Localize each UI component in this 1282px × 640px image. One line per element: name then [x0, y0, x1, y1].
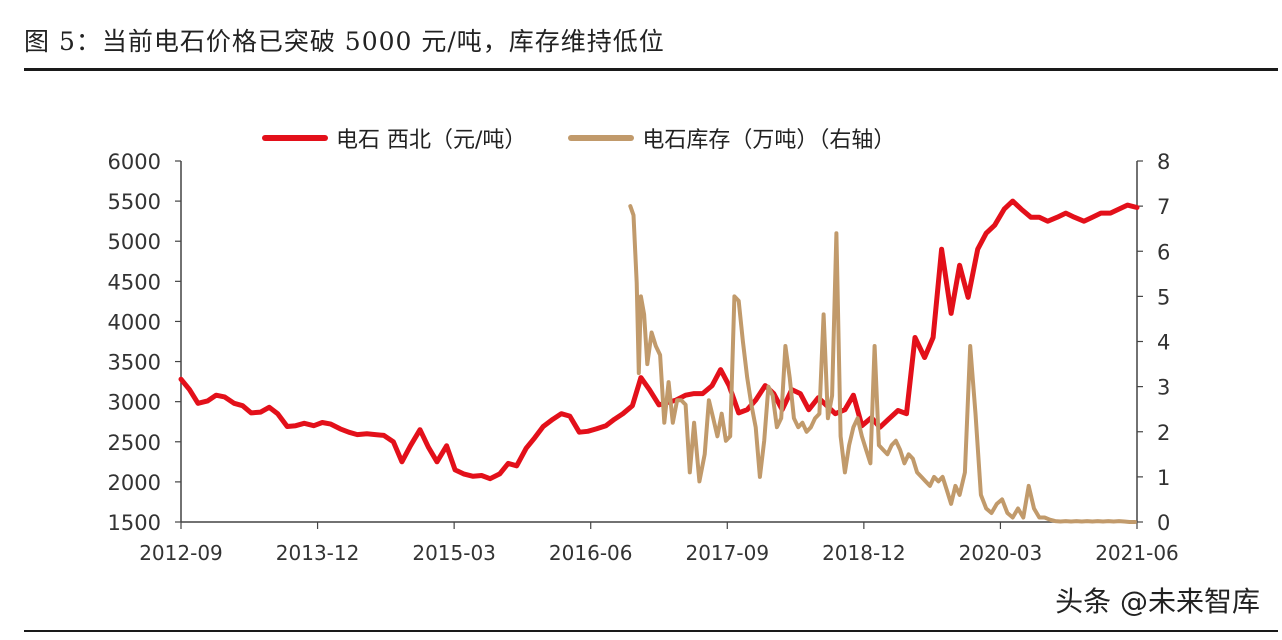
right-tick-label: 0: [1157, 511, 1170, 535]
x-tick-label: 2018-12: [822, 541, 906, 565]
x-tick-label: 2012-09: [139, 541, 223, 565]
legend-item-inventory: 电石库存（万吨）（右轴）: [568, 122, 895, 154]
legend-swatch-inventory: [568, 135, 635, 141]
left-tick-label: 3500: [108, 351, 161, 375]
x-tick-label: 2017-09: [685, 541, 769, 565]
left-tick-label: 1500: [108, 511, 161, 535]
legend-item-price: 电石 西北（元/吨）: [262, 122, 526, 154]
left-tick-label: 3000: [108, 391, 161, 415]
right-tick-label: 6: [1157, 240, 1170, 264]
legend-label-inventory: 电石库存（万吨）（右轴）: [642, 128, 896, 153]
x-tick-label: 2016-06: [549, 541, 633, 565]
left-tick-label: 5500: [108, 190, 161, 214]
x-tick-label: 2015-03: [412, 541, 496, 565]
figure-title: 图 5：当前电石价格已突破 5000 元/吨，库存维持低位: [24, 27, 665, 56]
left-tick-label: 4500: [108, 270, 161, 294]
series-line-inventory: [628, 204, 1137, 524]
x-tick-label: 2021-06: [1095, 541, 1179, 565]
left-tick-label: 2500: [108, 431, 161, 455]
right-tick-label: 5: [1157, 285, 1170, 309]
legend: 电石 西北（元/吨） 电石库存（万吨）（右轴）: [262, 122, 937, 154]
legend-swatch-price: [262, 135, 328, 141]
left-tick-label: 4000: [108, 310, 161, 334]
right-tick-label: 7: [1157, 195, 1170, 219]
right-tick-label: 8: [1157, 150, 1170, 174]
left-tick-label: 5000: [108, 230, 161, 254]
x-tick-label: 2013-12: [276, 541, 360, 565]
x-tick-label: 2020-03: [959, 541, 1043, 565]
right-tick-label: 2: [1157, 421, 1170, 445]
legend-label-price: 电石 西北（元/吨）: [336, 128, 527, 153]
watermark: 头条 @未来智库: [1055, 585, 1260, 618]
top-rule: [24, 68, 1278, 71]
left-tick-label: 6000: [108, 150, 161, 174]
right-tick-label: 1: [1157, 466, 1170, 490]
bottom-rule: [24, 630, 1278, 632]
right-tick-label: 3: [1157, 376, 1170, 400]
series-line-price: [178, 198, 1140, 482]
left-tick-label: 2000: [108, 471, 161, 495]
right-tick-label: 4: [1157, 331, 1170, 355]
